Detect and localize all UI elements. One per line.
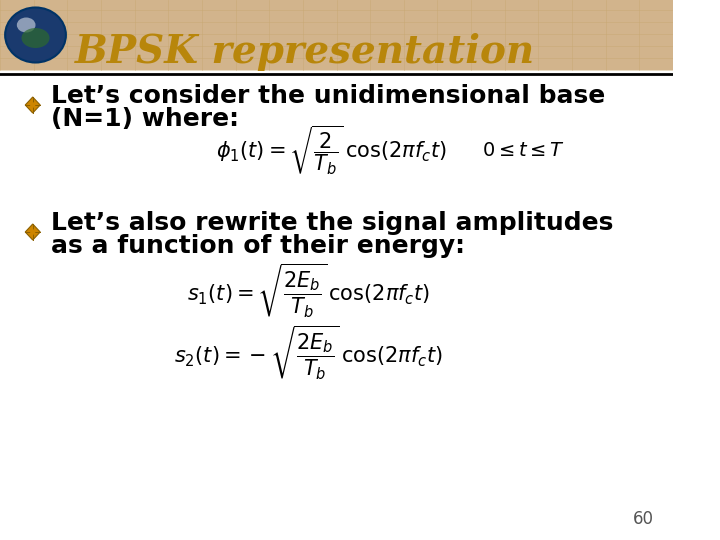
Text: $0 \leq t \leq T$: $0 \leq t \leq T$ — [482, 140, 565, 159]
Text: Let’s consider the unidimensional base: Let’s consider the unidimensional base — [51, 84, 606, 108]
Circle shape — [30, 229, 35, 235]
Polygon shape — [25, 97, 40, 113]
Text: (N=1) where:: (N=1) where: — [51, 107, 240, 131]
Polygon shape — [25, 224, 40, 240]
Text: Let’s also rewrite the signal amplitudes: Let’s also rewrite the signal amplitudes — [51, 211, 613, 235]
Text: 60: 60 — [634, 510, 654, 528]
Text: $s_2(t)=-\sqrt{\dfrac{2E_b}{T_b}}\,\cos(2\pi f_c t)$: $s_2(t)=-\sqrt{\dfrac{2E_b}{T_b}}\,\cos(… — [174, 323, 443, 381]
Text: as a function of their energy:: as a function of their energy: — [51, 234, 465, 258]
Ellipse shape — [22, 28, 50, 48]
Text: $s_1(t)=\sqrt{\dfrac{2E_b}{T_b}}\,\cos(2\pi f_c t)$: $s_1(t)=\sqrt{\dfrac{2E_b}{T_b}}\,\cos(2… — [187, 261, 430, 319]
Ellipse shape — [5, 8, 66, 63]
FancyBboxPatch shape — [0, 0, 673, 70]
Ellipse shape — [17, 17, 35, 32]
Text: $\phi_1(t)=\sqrt{\dfrac{2}{T_b}}\,\cos(2\pi f_c t)$: $\phi_1(t)=\sqrt{\dfrac{2}{T_b}}\,\cos(2… — [217, 123, 447, 177]
Circle shape — [30, 102, 35, 108]
Text: BPSK representation: BPSK representation — [75, 33, 535, 71]
